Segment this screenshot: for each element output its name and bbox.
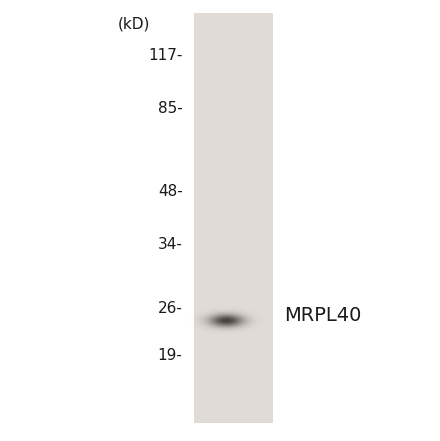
Text: 26-: 26- <box>158 301 183 316</box>
Text: MRPL40: MRPL40 <box>284 306 361 325</box>
Bar <box>194 13 273 423</box>
Text: 117-: 117- <box>148 48 183 63</box>
Text: 48-: 48- <box>158 184 183 199</box>
Text: 19-: 19- <box>158 348 183 363</box>
Text: 34-: 34- <box>158 237 183 252</box>
Text: 85-: 85- <box>158 101 183 116</box>
Text: (kD): (kD) <box>118 17 150 32</box>
